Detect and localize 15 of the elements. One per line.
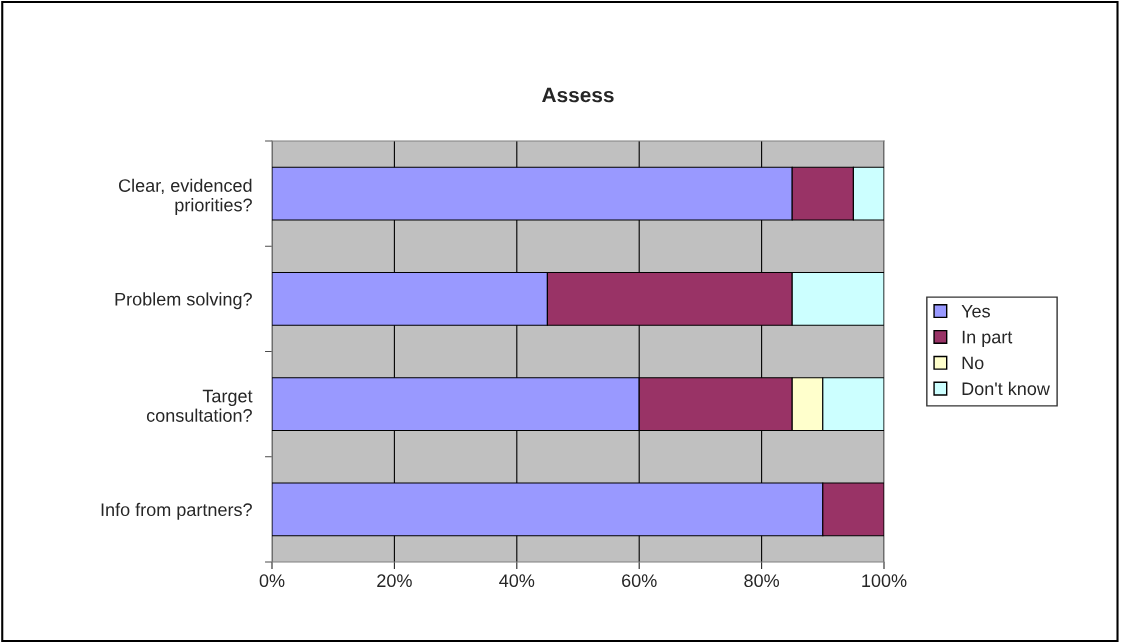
x-tick-label: 80% xyxy=(744,574,780,588)
y-tick-label: Target consultation? xyxy=(146,389,253,422)
x-tick-label: 0% xyxy=(259,574,285,588)
legend-label: In part xyxy=(962,330,1013,347)
x-tick-label: 40% xyxy=(499,574,535,588)
y-tick-label: Problem solving? xyxy=(115,292,252,310)
y-tick-label: Info from partners? xyxy=(101,502,252,520)
x-tick-label: 60% xyxy=(622,574,657,588)
legend-label: No xyxy=(962,356,984,370)
x-tick-label: 100% xyxy=(862,574,907,588)
chart-title: Assess xyxy=(542,87,614,103)
y-tick-label: Clear, evidenced priorities? xyxy=(118,178,252,215)
legend-label: Yes xyxy=(961,304,990,318)
x-tick-label: 20% xyxy=(377,574,412,588)
legend-label: Don't know xyxy=(962,381,1050,396)
